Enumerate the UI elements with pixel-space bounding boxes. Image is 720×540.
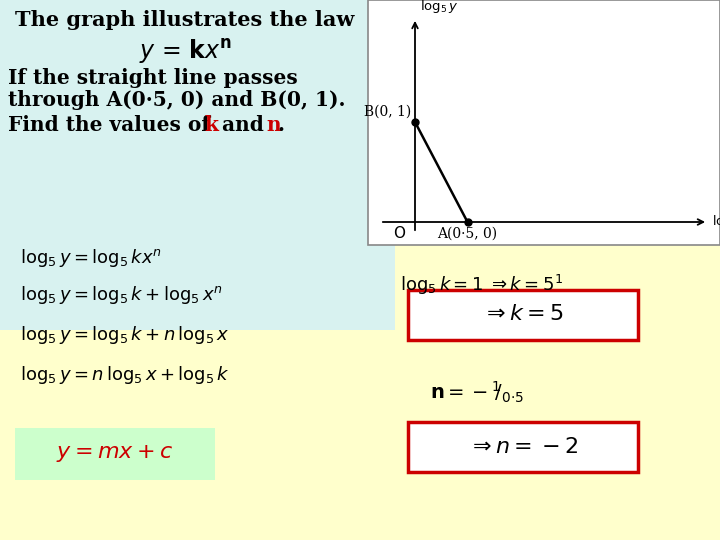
Text: $\log_5 y = \log_5 k + n\,\log_5 x$: $\log_5 y = \log_5 k + n\,\log_5 x$ [20,324,230,346]
Text: and: and [215,115,278,135]
Text: A(0·5, 0): A(0·5, 0) [438,227,498,241]
Text: k: k [204,115,218,135]
Text: $\log_5 y = \log_5 kx^n$: $\log_5 y = \log_5 kx^n$ [20,247,162,269]
Bar [368,0,720,245]
Bar [408,290,638,340]
Text: .: . [277,115,284,135]
Text: If the straight line passes: If the straight line passes [8,68,298,88]
Text: $\log_5 y = \log_5 k + \log_5 x^n$: $\log_5 y = \log_5 k + \log_5 x^n$ [20,284,223,306]
Text: $\log_5 x$: $\log_5 x$ [712,213,720,231]
Text: $\Rightarrow n = -2$: $\Rightarrow n = -2$ [468,437,578,457]
Text: $\log_5 y = n\,\log_5 x + \log_5 k$: $\log_5 y = n\,\log_5 x + \log_5 k$ [20,364,230,386]
Text: $\Rightarrow k = 5$: $\Rightarrow k = 5$ [482,304,564,324]
Text: $\log_5 y$: $\log_5 y$ [420,0,459,15]
Text: $\mathit{y}$ = $\mathbf{k}\mathit{x}^\mathbf{n}$: $\mathit{y}$ = $\mathbf{k}\mathit{x}^\ma… [139,37,231,66]
Text: Find the values of: Find the values of [8,115,224,135]
Text: $\mathit{y} = \mathit{m}\mathit{x} + \mathit{c}$: $\mathit{y} = \mathit{m}\mathit{x} + \ma… [56,442,174,463]
Text: n: n [266,115,281,135]
Text: $\mathbf{n} = -\!\!\ ^1\!\!/_{0{\cdot}5}$: $\mathbf{n} = -\!\!\ ^1\!\!/_{0{\cdot}5}… [430,380,524,404]
Bar [408,422,638,472]
Text: O: O [393,226,405,241]
Text: $\log_5 k = 1\;\Rightarrow k = 5^1$: $\log_5 k = 1\;\Rightarrow k = 5^1$ [400,273,563,297]
Text: The graph illustrates the law: The graph illustrates the law [15,10,355,30]
Bar [0,0,395,330]
Text: through A(0·5, 0) and B(0, 1).: through A(0·5, 0) and B(0, 1). [8,90,346,110]
Bar [15,428,215,480]
Text: B(0, 1): B(0, 1) [364,105,411,119]
